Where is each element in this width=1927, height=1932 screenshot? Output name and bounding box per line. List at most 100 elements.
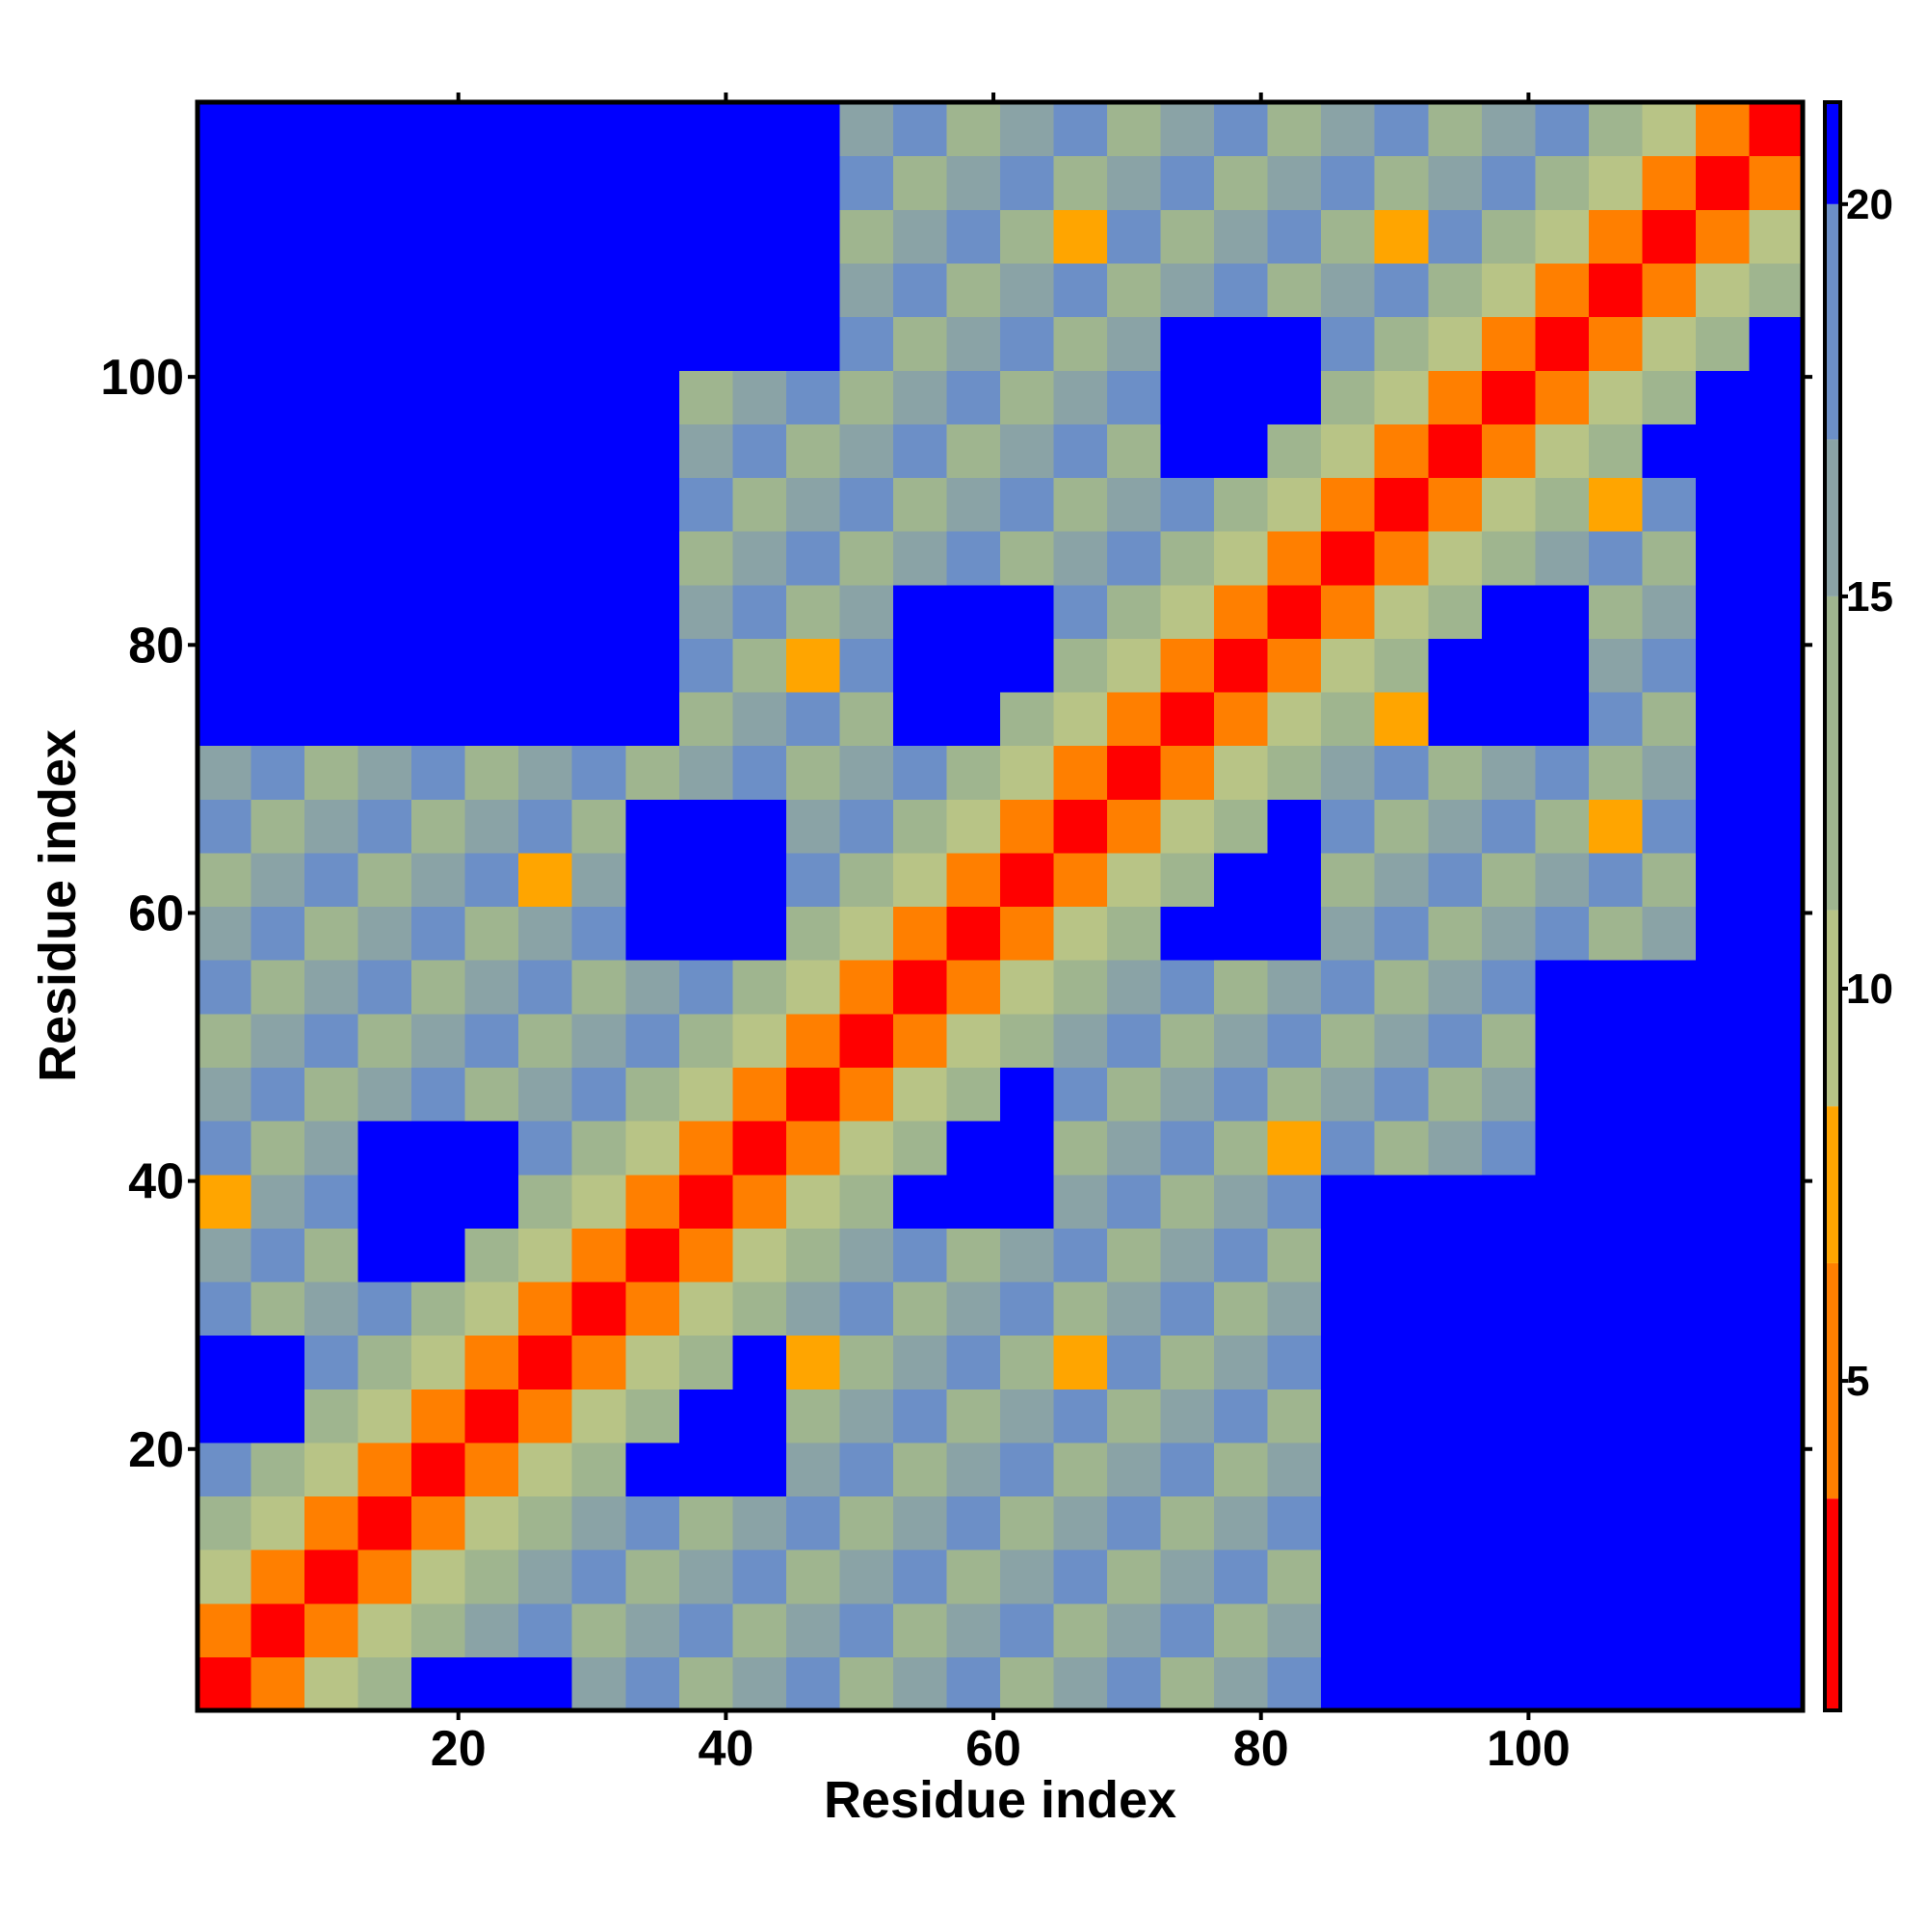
heatmap-cell (839, 906, 894, 961)
heatmap-cell (251, 960, 305, 1015)
heatmap-cell (357, 638, 412, 693)
heatmap-cell (1267, 906, 1322, 961)
heatmap-cell (1160, 531, 1215, 586)
heatmap-cell (198, 1067, 252, 1122)
heatmap-cell (198, 423, 252, 479)
heatmap-cell (732, 1281, 787, 1337)
heatmap-cell (1428, 1067, 1483, 1122)
heatmap-cell (732, 102, 787, 157)
heatmap-cell (625, 1335, 680, 1389)
heatmap-cell (946, 316, 1001, 371)
heatmap-cell (1642, 262, 1697, 318)
heatmap-cell (1428, 477, 1483, 532)
heatmap-cell (571, 1335, 626, 1389)
heatmap-cell (678, 1174, 733, 1229)
heatmap-cell (1642, 1656, 1697, 1711)
heatmap-cell (1214, 745, 1269, 800)
heatmap-cell (1374, 638, 1429, 693)
heatmap-cell (198, 852, 252, 908)
heatmap-cell (1321, 316, 1376, 371)
heatmap-cell (732, 745, 787, 800)
heatmap-cell (304, 1656, 359, 1711)
heatmap-cell (1481, 370, 1536, 425)
heatmap-cell (946, 1495, 1001, 1550)
heatmap-cell (732, 531, 787, 586)
heatmap-cell (1000, 1389, 1055, 1443)
heatmap-cell (1481, 1335, 1536, 1389)
heatmap-cell (1749, 1335, 1804, 1389)
heatmap-cell (304, 155, 359, 210)
heatmap-cell (1267, 209, 1322, 264)
heatmap-cell (571, 584, 626, 639)
heatmap-cell (1749, 102, 1804, 157)
heatmap-cell (1749, 1121, 1804, 1176)
heatmap-cell (1588, 1549, 1643, 1604)
heatmap-cell (1535, 960, 1590, 1015)
heatmap-cell (357, 102, 412, 157)
heatmap-cell (198, 102, 252, 157)
heatmap-cell (1321, 1442, 1376, 1497)
heatmap-cell (571, 1121, 626, 1176)
heatmap-cell (732, 1442, 787, 1497)
heatmap-cell (839, 852, 894, 908)
heatmap-cell (1000, 638, 1055, 693)
heatmap-cell (198, 262, 252, 318)
heatmap-cell (1321, 745, 1376, 800)
heatmap-cell (1214, 906, 1269, 961)
heatmap-cell (1535, 262, 1590, 318)
heatmap-cell (625, 209, 680, 264)
heatmap-cell (464, 1013, 519, 1068)
heatmap-cell (1214, 1121, 1269, 1176)
heatmap-cell (518, 1442, 573, 1497)
heatmap-cell (304, 209, 359, 264)
heatmap-cell (357, 852, 412, 908)
heatmap-cell (1053, 1013, 1108, 1068)
heatmap-cell (625, 906, 680, 961)
heatmap-cell (304, 906, 359, 961)
heatmap-cell (1588, 1281, 1643, 1337)
heatmap-cell (1535, 370, 1590, 425)
heatmap-cell (892, 1281, 948, 1337)
heatmap-cell (1374, 1389, 1429, 1443)
heatmap-cell (571, 1549, 626, 1604)
heatmap-cell (1214, 1228, 1269, 1283)
heatmap-cell (1321, 584, 1376, 639)
heatmap-cell (1053, 316, 1108, 371)
heatmap-cell (518, 638, 573, 693)
heatmap-cell (732, 262, 787, 318)
heatmap-cell (1695, 638, 1751, 693)
heatmap-cell (1053, 1656, 1108, 1711)
heatmap-cell (251, 477, 305, 532)
heatmap-cell (785, 1281, 840, 1337)
heatmap-cell (304, 584, 359, 639)
heatmap-cell (1107, 1656, 1162, 1711)
heatmap-cell (411, 1656, 466, 1711)
heatmap-cell (785, 799, 840, 854)
heatmap-cell (304, 1495, 359, 1550)
heatmap-cell (251, 1228, 305, 1283)
heatmap-cell (251, 1335, 305, 1389)
heatmap-cell (625, 1602, 680, 1657)
heatmap-cell (1214, 1602, 1269, 1657)
heatmap-cell (625, 316, 680, 371)
heatmap-cell (411, 638, 466, 693)
heatmap-cell (304, 691, 359, 747)
heatmap-cell (411, 1442, 466, 1497)
heatmap-cell (251, 852, 305, 908)
heatmap-cell (892, 799, 948, 854)
heatmap-cell (198, 316, 252, 371)
heatmap-cell (785, 370, 840, 425)
heatmap-cell (571, 960, 626, 1015)
heatmap-cell (411, 1067, 466, 1122)
heatmap-cell (1321, 906, 1376, 961)
heatmap-cell (1749, 262, 1804, 318)
heatmap-cell (785, 691, 840, 747)
heatmap-cell (1374, 1549, 1429, 1604)
heatmap-cell (1428, 1121, 1483, 1176)
heatmap-cell (571, 316, 626, 371)
heatmap-cell (839, 209, 894, 264)
heatmap-cell (1160, 209, 1215, 264)
heatmap-cell (251, 1281, 305, 1337)
heatmap-cell (1374, 1281, 1429, 1337)
heatmap-cell (518, 316, 573, 371)
